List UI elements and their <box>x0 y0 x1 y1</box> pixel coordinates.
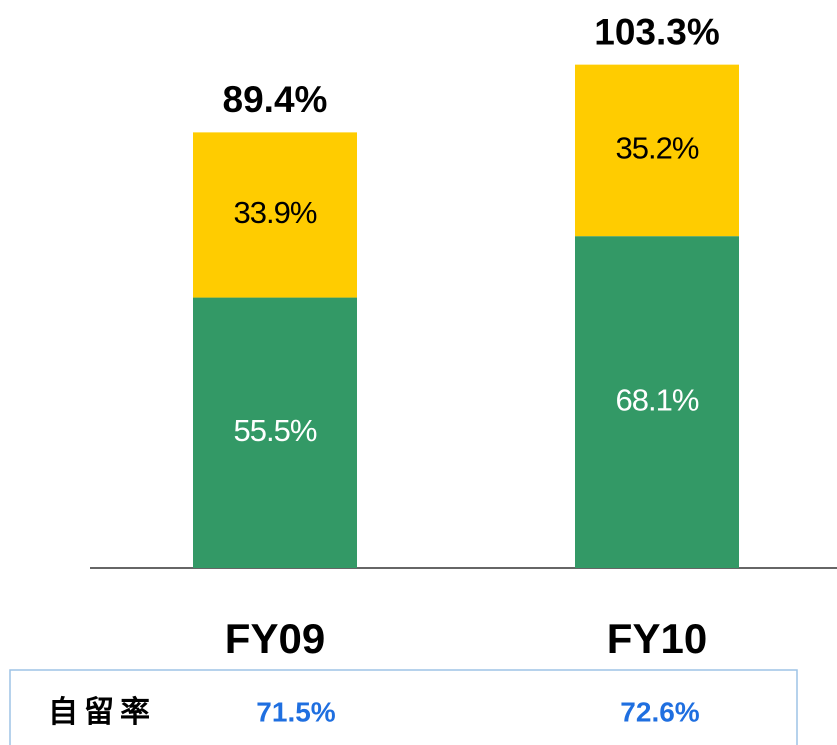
table-label: 自留率 <box>48 695 156 730</box>
data-label: 35.2% <box>616 131 699 166</box>
bar-segment <box>575 64 739 237</box>
table-value: 71.5% <box>256 696 335 727</box>
total-label: 103.3% <box>594 11 720 52</box>
x-tick-label: FY09 <box>225 615 325 662</box>
bar-segment <box>193 297 357 568</box>
bar-segment <box>193 132 357 298</box>
total-label: 89.4% <box>223 79 328 120</box>
table-value: 72.6% <box>620 696 699 727</box>
data-label: 33.9% <box>234 195 317 230</box>
table-box <box>9 669 798 745</box>
bar-segment <box>575 236 739 568</box>
x-tick-label: FY10 <box>607 615 707 662</box>
data-label: 68.1% <box>616 382 699 417</box>
data-label: 55.5% <box>234 413 317 448</box>
